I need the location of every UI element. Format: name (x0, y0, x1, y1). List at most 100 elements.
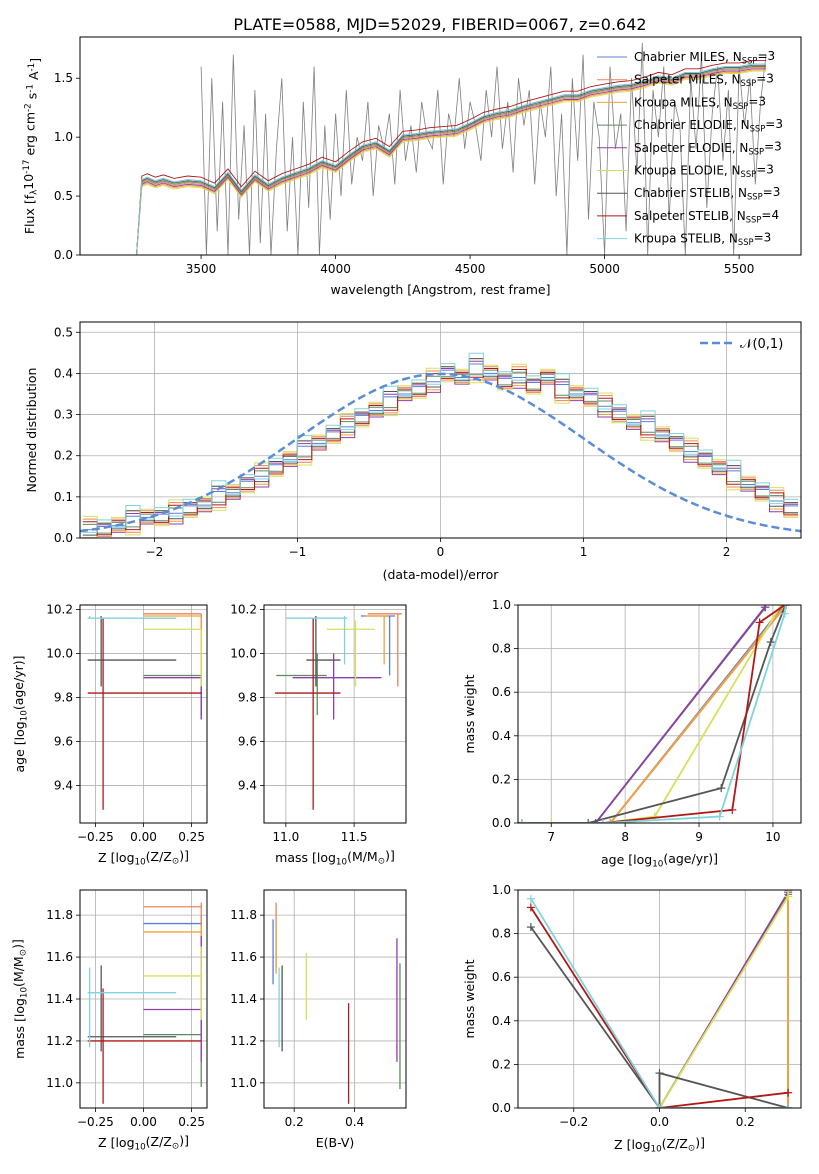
mass_vs_ebv-ytick-label: 11.4 (230, 992, 257, 1006)
mass_vs_ebv-ytick-label: 11.6 (230, 950, 257, 964)
mass-weight-line (521, 606, 766, 823)
model-spectrum-line (120, 67, 766, 255)
age_vs_Z-ylabel: age [log10​(age/yr)] (11, 655, 30, 772)
mass_vs_Z-xlabel: Z [log10​(Z/Z⊙​)] (98, 1133, 189, 1153)
age_vs_Z-xtick-label: 0.25 (178, 830, 205, 844)
mass_weight_Z-xtick-label: 0.0 (650, 1115, 669, 1129)
spectrum-xtick-label: 3500 (186, 262, 217, 276)
legend-label: Kroupa MILES, NSSP​=3 (634, 94, 766, 111)
mass_vs_Z-ylabel: mass [log10​(M/M⊙​)] (10, 939, 30, 1059)
spectrum-plot-area (120, 42, 767, 255)
mass_weight_Z-xtick-label: −0.2 (559, 1115, 588, 1129)
mass_vs_Z-frame: −0.25 0.00 0.25 11.0 11.2 11.4 11.6 11.8 Z [log1… (10, 889, 208, 1153)
age_vs_mass-spine (263, 604, 407, 824)
mass_weight_Z-xlabel: Z [log10​(Z/Z⊙​)] (614, 1135, 705, 1155)
mass_vs_Z-ytick-label: 11.6 (46, 950, 73, 964)
mass_vs_Z-ytick-label: 11.0 (46, 1076, 73, 1090)
mass_vs_Z-ytick-label: 11.8 (46, 908, 73, 922)
residual_hist-xtick-label: 2 (723, 545, 731, 559)
mass_weight_age-ylabel: mass weight (462, 674, 477, 753)
mass_weight_age-spine (517, 604, 802, 824)
figure-title: PLATE=0588, MJD=52029, FIBERID=0067, z=0… (233, 15, 646, 34)
mass_vs_Z-axes (80, 890, 207, 1108)
mass_weight_age-ytick-label: 0.6 (492, 685, 511, 699)
mass-weight-line (530, 926, 789, 1108)
spectrum-legend: Chabrier MILES, NSSP​=3 Salpeter MILES, N… (597, 49, 783, 247)
residual_hist-ytick-label: 0.4 (54, 366, 73, 380)
residual_hist-xlabel: (data-model)/error (383, 567, 500, 582)
residual_hist-ytick-label: 0.0 (54, 531, 73, 545)
legend-label: Chabrier STELIB, NSSP​=3 (634, 185, 780, 202)
residual_hist-ytick-label: 0.1 (54, 490, 73, 504)
mass_weight_age-frame: 7 8 9 10 0.0 0.2 0.4 0.6 0.8 1.0 age [log10​(age/y… (462, 598, 802, 870)
residual_hist-xtick-label: 0 (437, 545, 445, 559)
mass_weight_Z-ytick-label: 0.8 (492, 927, 511, 941)
spectrum-xtick-label: 5000 (589, 262, 620, 276)
age_vs_Z-plot-area (87, 613, 202, 810)
mass_weight_age-ytick-label: 0.2 (492, 772, 511, 786)
age_vs_mass-xtick-label: 11.5 (341, 830, 368, 844)
mass_weight_Z-ylabel: mass weight (462, 959, 477, 1038)
legend-label: Chabrier ELODIE, NSSP​=3 (634, 117, 783, 134)
mass_weight_age-xtick-label: 9 (695, 830, 703, 844)
age_vs_mass-ytick-label: 10.2 (230, 602, 257, 616)
residual_hist-ytick-label: 0.2 (54, 449, 73, 463)
residual_hist-ytick-label: 0.3 (54, 408, 73, 422)
age_vs_Z-ytick-label: 9.6 (54, 735, 73, 749)
spectrum-xtick-label: 4500 (455, 262, 486, 276)
mass_weight_Z-ytick-label: 1.0 (492, 883, 511, 897)
mass_vs_Z-xtick-label: 0.00 (130, 1115, 157, 1129)
model-spectrum-line (120, 68, 766, 255)
spectrum-xtick-label: 4000 (320, 262, 351, 276)
age_vs_Z-ytick-label: 10.0 (46, 646, 73, 660)
mass_weight_age-xtick-label: 7 (547, 830, 555, 844)
mass_vs_ebv-xtick-label: 0.2 (285, 1115, 304, 1129)
legend-label: Chabrier MILES, NSSP​=3 (634, 49, 775, 66)
mass-weight-line (521, 605, 786, 823)
mass_vs_Z-xtick-label: 0.25 (178, 1115, 205, 1129)
age_vs_mass-axes (264, 605, 406, 823)
age_vs_Z-axes (80, 605, 207, 823)
age_vs_Z-xtick-label: 0.00 (130, 830, 157, 844)
mass_vs_Z-plot-area (87, 902, 202, 1104)
mass_vs_ebv-ytick-label: 11.0 (230, 1076, 257, 1090)
spectrum-ylabel: Flux [fλ​10-17​ erg cm-2​ s-1​ A-1​] (21, 58, 43, 234)
spectrum-ytick-label: 0.0 (54, 248, 73, 262)
mass-weight-line (530, 906, 789, 1108)
mass_vs_ebv-xlabel: E(B-V) (316, 1135, 355, 1150)
mass_weight_age-xlabel: age [log10​(age/yr)] (601, 851, 718, 870)
model-spectrum-line (120, 66, 766, 255)
mass_vs_ebv-axes (264, 890, 406, 1108)
spectrum-frame: 3500 4000 4500 5000 5500 0.0 0.5 1.0 1.5 waveleng… (21, 36, 802, 297)
mass_weight_Z-ytick-label: 0.6 (492, 970, 511, 984)
mass-weight-line (659, 890, 789, 1108)
data-spectrum-line (200, 42, 767, 255)
gaussian-curve (80, 372, 801, 533)
residual_hist-ylabel: Normed distribution (24, 368, 39, 493)
legend-label: Salpeter STELIB, NSSP​=4 (634, 208, 779, 225)
mass_weight_Z-plot-area (526, 890, 793, 1108)
mass-weight-line (521, 605, 787, 823)
age_vs_Z-frame: −0.25 0.00 0.25 9.4 9.6 9.8 10.0 10.2 Z [log10​(… (11, 602, 208, 868)
mass_weight_age-ytick-label: 0.0 (492, 816, 511, 830)
mass_vs_ebv-ytick-label: 11.8 (230, 908, 257, 922)
mass_weight_age-ytick-label: 0.8 (492, 642, 511, 656)
mass-weight-line (521, 605, 782, 823)
age_vs_mass-ytick-label: 9.4 (238, 779, 257, 793)
age_vs_mass-xlabel: mass [log10​(M/M⊙​)] (275, 848, 395, 868)
age_vs_Z-ytick-label: 10.2 (46, 602, 73, 616)
legend-label: Salpeter MILES, NSSP​=3 (634, 72, 774, 89)
spectrum-ytick-label: 1.0 (54, 130, 73, 144)
model-spectrum-line (120, 63, 766, 255)
age_vs_Z-xlabel: Z [log10​(Z/Z⊙​)] (98, 848, 189, 868)
mass_weight_Z-ytick-label: 0.4 (492, 1014, 511, 1028)
mass_weight_Z-xtick-label: 0.2 (736, 1115, 755, 1129)
mass_weight_age-xtick-label: 8 (621, 830, 629, 844)
mass_weight_age-xtick-label: 10 (765, 830, 780, 844)
mass_vs_Z-xtick-label: −0.25 (77, 1115, 114, 1129)
mass_vs_ebv-xtick-label: 0.4 (345, 1115, 364, 1129)
mass_vs_ebv-frame: 0.2 0.4 11.0 11.2 11.4 11.6 11.8 E(B-V) (230, 889, 407, 1150)
residual_hist-xtick-label: −1 (289, 545, 307, 559)
